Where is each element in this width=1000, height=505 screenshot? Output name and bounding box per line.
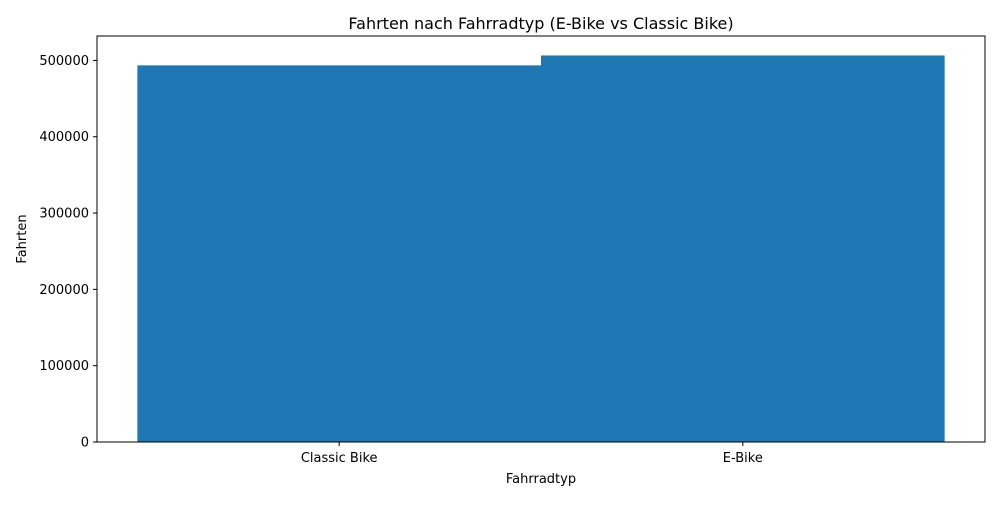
x-tick-label: Classic Bike [301, 451, 378, 466]
y-tick-label: 100000 [39, 359, 89, 374]
chart-title: Fahrten nach Fahrradtyp (E-Bike vs Class… [348, 14, 733, 33]
x-axis-label: Fahrradtyp [506, 472, 576, 487]
x-axis: Classic Bike E-Bike [301, 442, 763, 466]
plot-frame [96, 35, 986, 443]
y-axis-label: Fahrten [15, 214, 30, 263]
y-tick-label: 200000 [39, 283, 89, 298]
y-tick-label: 400000 [39, 130, 89, 145]
y-tick-label: 300000 [39, 207, 89, 222]
y-axis: 0 100000 200000 300000 400000 500000 [39, 54, 97, 451]
bars-group [137, 55, 945, 443]
bar-classic-bike [137, 65, 541, 442]
y-tick-label: 0 [81, 436, 89, 451]
bar-e-bike [541, 55, 945, 443]
x-tick-label: E-Bike [723, 451, 763, 466]
y-tick-label: 500000 [39, 54, 89, 69]
